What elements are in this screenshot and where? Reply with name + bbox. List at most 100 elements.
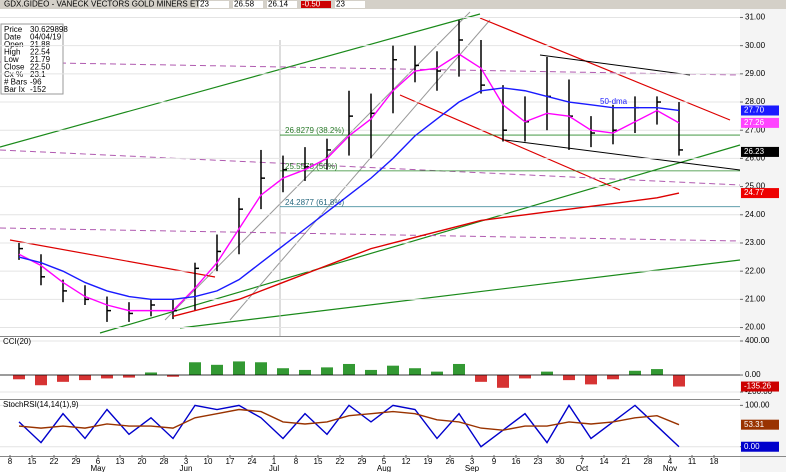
cci-bar [189,362,201,376]
x-tick-label: 6 [96,457,101,466]
info-label: Date [4,33,21,42]
y-tick-label: 26.00 [745,154,766,163]
header-field: 23 [200,0,209,9]
trendline [0,149,741,186]
y-tick-label: -200.00 [745,387,773,396]
info-label: Low [4,55,19,64]
info-rows: Price 30.629898 Date 04/04/19 Open 21.88 High 2… [4,25,68,94]
info-label: Close [4,63,25,72]
header-field-box [199,1,229,8]
x-tick-label: 14 [600,457,609,466]
level-label: 53.31 [744,420,765,429]
info-value: 22.54 [30,48,51,57]
cci-bar [541,371,553,376]
x-tick-label: 7 [580,457,585,466]
x-tick-label: 5 [382,457,387,466]
level-label: 0.00 [744,442,760,451]
stoch-line [18,408,680,431]
info-value: 23.1 [30,70,46,79]
info-label: Open [4,40,24,49]
info-label: Price [4,25,23,34]
y-tick-label: 28.00 [745,97,766,106]
cci-bar [563,375,575,381]
x-tick-label: 4 [668,457,673,466]
info-label: Cx % [4,70,23,79]
info-value: -152 [30,85,47,94]
cci-bar [629,370,641,376]
x-tick-label: 29 [358,457,367,466]
y-tick-label: 29.00 [745,69,766,78]
cci-bar [13,375,25,380]
level-label: 26.23 [744,147,765,156]
x-tick-label: 13 [116,457,125,466]
month-label: Sep [465,464,480,472]
x-tick-label: 8 [294,457,299,466]
info-label: High [4,48,20,57]
x-tick-label: 11 [688,457,697,466]
cci-bar [57,375,69,382]
y-tick-label: 31.00 [745,13,766,22]
header-field: -0.50 [302,0,321,9]
cci-bar [123,375,135,378]
cci-bar [101,375,113,379]
trendline [0,61,741,76]
moving-average [172,192,680,317]
x-tick-label: 28 [644,457,653,466]
level-box [741,441,779,452]
x-tick-label: 20 [138,457,147,466]
header-field-box [301,1,331,8]
x-tick-label: 3 [184,457,189,466]
trendlines [0,11,741,336]
info-value: 30.629898 [30,25,68,34]
x-tick-label: 23 [534,457,543,466]
month-label: Jul [269,464,279,472]
month-label: Oct [576,464,589,472]
cci-bar [343,363,355,376]
x-tick-label: 19 [424,457,433,466]
cci-bar [651,369,663,376]
cci-bar [585,375,597,385]
level-label: 27.26 [744,118,765,127]
info-value: 21.79 [30,55,51,64]
cci-bar [277,368,289,376]
panel-title: StochRSI(14,14(1),9) [3,400,79,409]
level-box [741,381,779,392]
cci-bar [145,372,157,376]
trendline [0,227,741,242]
cci-bar [35,375,47,386]
x-tick-label: 28 [160,457,169,466]
x-tick-label: 10 [204,457,213,466]
x-tick-label: 12 [402,457,411,466]
cci-bar [167,375,179,377]
cci-bar [409,368,421,376]
level-box [741,117,779,128]
info-label: # Bars [4,78,27,87]
info-value: -96 [30,78,42,87]
y-tick-label: 400.00 [745,336,770,345]
fib-label: 26.8279 (38.2%) [285,126,344,135]
header-field: 26.58 [234,0,255,9]
header-field-box [267,1,297,8]
y-tick-label: 30.00 [745,41,766,50]
header-field-box [335,1,365,8]
moving-average [18,53,680,312]
cci-bar [475,375,487,382]
x-tick-label: 21 [622,457,631,466]
x-tick-label: 29 [72,457,81,466]
y-tick-label: 23.00 [745,238,766,247]
month-label: May [90,464,105,472]
trendline [99,144,741,334]
trendline [504,139,741,171]
x-tick-label: 30 [556,457,565,466]
x-tick-label: 9 [492,457,497,466]
info-value: 04/04/19 [30,33,62,42]
x-tick-label: 15 [28,457,37,466]
level-box [741,146,779,157]
level-label: 24.77 [744,188,765,197]
level-box [741,419,779,430]
cci-bar [365,369,377,376]
level-box [741,105,779,116]
info-value: 22.50 [30,63,51,72]
